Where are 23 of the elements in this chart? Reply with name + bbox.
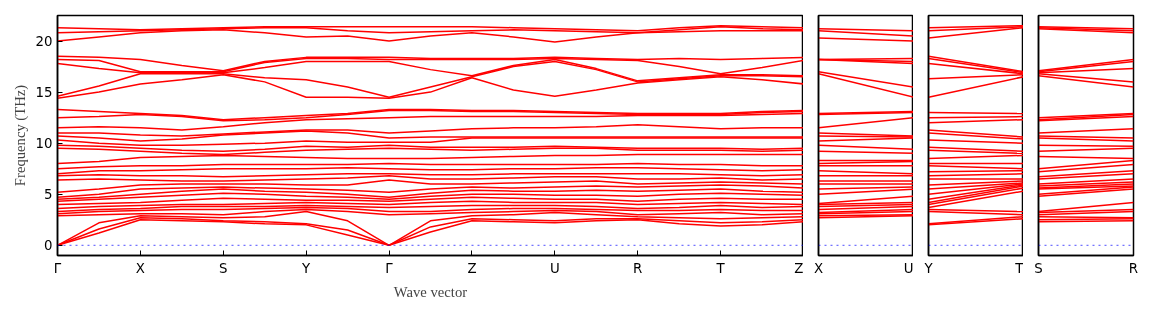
x-tick-label: X: [135, 260, 145, 276]
x-tick-label: T: [1014, 260, 1025, 276]
x-tick-label: Γ: [385, 260, 394, 276]
y-tick-label: 5: [44, 187, 53, 203]
x-tick-label: S: [1034, 260, 1043, 276]
y-axis-title: Frequency (THz): [11, 84, 29, 187]
x-tick-label: Y: [301, 260, 312, 276]
x-tick-label: S: [219, 260, 228, 276]
x-tick-label: Z: [467, 260, 477, 276]
x-axis-title: Wave vector: [393, 283, 468, 300]
y-tick-label: 0: [44, 238, 53, 254]
x-tick-label: R: [1128, 260, 1139, 276]
x-tick-label: Z: [794, 260, 804, 276]
x-tick-label: R: [633, 260, 643, 276]
y-tick-label: 15: [35, 85, 53, 101]
x-tick-label: U: [549, 260, 560, 276]
y-tick-label: 20: [35, 34, 53, 50]
x-tick-label: X: [813, 260, 824, 276]
x-tick-label: Y: [923, 260, 934, 276]
x-tick-label: U: [903, 260, 914, 276]
x-tick-label: T: [715, 260, 726, 276]
x-tick-label: Γ: [53, 260, 62, 276]
y-tick-label: 10: [35, 136, 53, 152]
